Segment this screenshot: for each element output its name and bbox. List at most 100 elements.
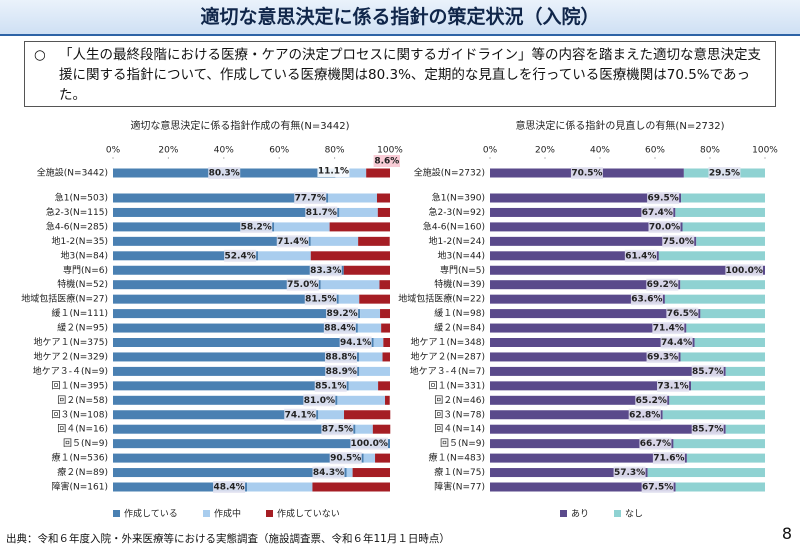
summary-box: ○ 「人生の最終段階における医療・ケアの決定プロセスに関するガイドライン」等の内容…: [24, 41, 776, 107]
data-label: 100.0%: [725, 266, 763, 276]
bar-segment: [343, 265, 390, 275]
label-bg: [240, 220, 273, 233]
bar-segment: [379, 280, 390, 290]
bar-segment: [383, 338, 390, 347]
label-bg: [276, 235, 309, 248]
bar-segment: [490, 395, 670, 405]
bar-segment: [113, 236, 311, 246]
label-bg: [323, 322, 356, 335]
data-label: 66.7%: [640, 439, 671, 449]
bar-segment: [355, 424, 373, 434]
bar-segment: [274, 222, 330, 232]
category-label: 地3(N=44): [438, 249, 485, 261]
category-label: 地1-2(N=35): [52, 235, 108, 247]
bar-segment: [490, 236, 697, 246]
data-label: 69.3%: [647, 352, 678, 362]
legend-swatch: [113, 510, 120, 517]
data-label: 8.6%: [374, 157, 399, 167]
bar-segment: [490, 265, 765, 275]
bar-segment: [113, 424, 356, 434]
category-label: 地ケア３-４(N=9): [33, 365, 108, 377]
label-bg: [317, 165, 350, 177]
label-bg: [647, 192, 680, 204]
category-label: 障害(N=77): [434, 481, 485, 493]
data-label: 75.0%: [663, 237, 694, 247]
label-bg: [294, 192, 327, 204]
data-label: 85.1%: [315, 381, 346, 391]
category-label: 緩１(N=98): [434, 307, 485, 319]
label-bg: [321, 423, 354, 436]
bar-segment: [375, 453, 390, 463]
label-bg: [284, 408, 317, 421]
label-bg: [305, 206, 338, 219]
category-label: 療１(N=536): [52, 452, 108, 464]
data-label: 63.6%: [631, 295, 662, 305]
category-label: 地ケア２(N=287): [411, 350, 485, 362]
category-label: 回４(N=16): [57, 424, 108, 435]
bar-segment: [113, 265, 344, 275]
legend-swatch: [560, 510, 567, 517]
bar-segment: [372, 424, 391, 434]
bar-segment: [658, 251, 765, 261]
category-label: 特機(N=39): [434, 278, 485, 290]
category-label: 療１(N=483): [429, 452, 485, 464]
bar-segment: [113, 251, 259, 261]
data-label: 81.5%: [305, 295, 336, 305]
label-bg: [624, 249, 657, 262]
bar-segment: [113, 207, 340, 217]
label-bg: [648, 220, 681, 233]
category-label: 急1(N=503): [55, 192, 108, 204]
bar-segment: [366, 168, 390, 178]
data-label: 80.3%: [209, 169, 240, 179]
data-label: 85.7%: [692, 367, 723, 377]
category-label: 回３(N=78): [434, 409, 485, 420]
category-label: 地域包括医療(N=27): [21, 293, 108, 305]
bar-segment: [490, 453, 687, 463]
bar-segment: [310, 236, 359, 246]
data-label: 77.7%: [295, 194, 326, 204]
data-label: 83.3%: [310, 266, 341, 276]
summary-text: 「人生の最終段階における医療・ケアの決定プロセスに関するガイドライン」等の内容を…: [59, 47, 761, 103]
category-label: 回３(N=108): [52, 409, 108, 420]
bar-segment: [490, 294, 665, 304]
bar-segment: [378, 381, 390, 391]
label-bg: [325, 365, 358, 378]
bar-segment: [490, 280, 681, 290]
category-label: 地ケア３-４(N=7): [410, 365, 485, 377]
category-label: 回５(N=9): [63, 438, 108, 449]
data-label: 81.0%: [304, 396, 335, 406]
bar-segment: [691, 381, 765, 391]
bullet: ○: [34, 47, 46, 63]
category-label: 回１(N=395): [52, 380, 108, 391]
bar-segment: [113, 366, 360, 376]
bar-segment: [490, 193, 682, 203]
category-label: 地1-2(N=24): [429, 235, 485, 247]
data-label: 58.2%: [241, 222, 272, 232]
label-bg: [326, 307, 359, 320]
bar-segment: [113, 439, 390, 449]
bar-segment: [381, 323, 390, 333]
category-label: 急4-6(N=160): [423, 220, 485, 232]
data-label: 57.3%: [614, 468, 645, 478]
category-label: 急4-6(N=285): [46, 220, 108, 232]
category-label: 全施設(N=3442): [37, 167, 108, 179]
bar-segment: [490, 468, 648, 478]
category-label: 特機(N=52): [57, 278, 108, 290]
bar-segment: [682, 222, 765, 232]
label-bg: [312, 466, 345, 479]
category-label: 療２(N=89): [57, 466, 108, 478]
bar-segment: [490, 482, 676, 492]
data-label: 71.4%: [653, 324, 684, 334]
bar-segment: [373, 338, 384, 347]
bar-segment: [328, 193, 377, 203]
label-bg: [630, 293, 663, 306]
bar-segment: [675, 207, 765, 217]
bar-segment: [113, 193, 329, 203]
data-label: 87.5%: [322, 425, 353, 435]
label-bg: [339, 336, 372, 349]
label-bg: [373, 155, 400, 167]
x-tick-label: 80%: [325, 146, 345, 156]
data-label: 88.8%: [325, 352, 356, 362]
data-label: 69.5%: [648, 194, 679, 204]
